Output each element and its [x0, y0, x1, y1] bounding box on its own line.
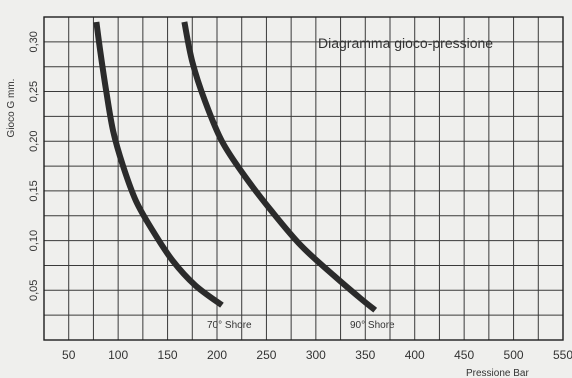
y-tick-label: 0,05: [28, 280, 40, 301]
x-tick-label: 100: [108, 348, 128, 362]
y-tick-label: 0,25: [28, 81, 40, 102]
y-tick-label: 0,20: [28, 131, 40, 152]
x-tick-label: 550: [553, 348, 572, 362]
x-tick-label: 50: [62, 348, 76, 362]
series-label-70-shore: 70° Shore: [207, 320, 252, 331]
plot-frame: [43, 16, 564, 341]
x-tick-label: 200: [207, 348, 227, 362]
y-tick-label: 0,30: [28, 31, 40, 52]
series-group: [93, 21, 378, 313]
series-line-70-shore: [93, 21, 224, 308]
y-tick-labels: 0,05 0,10 0,15 0,20 0,25 0,30: [28, 31, 40, 301]
x-tick-labels: 50 100 150 200 250 300 350 400 450 500 550: [62, 348, 572, 362]
x-tick-label: 450: [454, 348, 474, 362]
y-tick-label: 0,10: [28, 230, 40, 251]
series-line-90-shore: [181, 21, 378, 313]
series-label-90-shore: 90° Shore: [350, 320, 395, 331]
x-axis-label: Pressione Bar: [466, 368, 529, 378]
y-axis-label: Gioco G mm.: [6, 79, 17, 138]
y-tick-label: 0,15: [28, 180, 40, 201]
chart-title: Diagramma gioco-pressione: [318, 35, 493, 51]
grid: [44, 17, 563, 340]
x-tick-label: 300: [306, 348, 326, 362]
x-tick-label: 400: [405, 348, 425, 362]
x-tick-label: 250: [256, 348, 276, 362]
x-tick-label: 500: [504, 348, 524, 362]
x-tick-label: 350: [355, 348, 375, 362]
x-tick-label: 150: [158, 348, 178, 362]
